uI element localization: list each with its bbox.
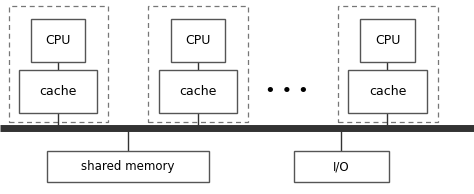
Bar xyxy=(348,70,427,113)
Bar xyxy=(159,70,237,113)
Bar xyxy=(9,6,108,122)
Bar xyxy=(148,6,248,122)
Text: CPU: CPU xyxy=(46,34,71,47)
Bar xyxy=(171,19,225,62)
Text: CPU: CPU xyxy=(375,34,400,47)
Bar xyxy=(47,151,209,182)
Bar xyxy=(338,6,438,122)
Bar xyxy=(360,19,415,62)
Text: cache: cache xyxy=(179,85,217,98)
Text: I/O: I/O xyxy=(333,160,350,173)
Bar xyxy=(19,70,97,113)
Text: cache: cache xyxy=(39,85,77,98)
Bar xyxy=(31,19,85,62)
Text: • • •: • • • xyxy=(265,82,309,100)
Bar xyxy=(294,151,389,182)
Text: CPU: CPU xyxy=(185,34,210,47)
Text: shared memory: shared memory xyxy=(81,160,175,173)
Text: cache: cache xyxy=(369,85,406,98)
